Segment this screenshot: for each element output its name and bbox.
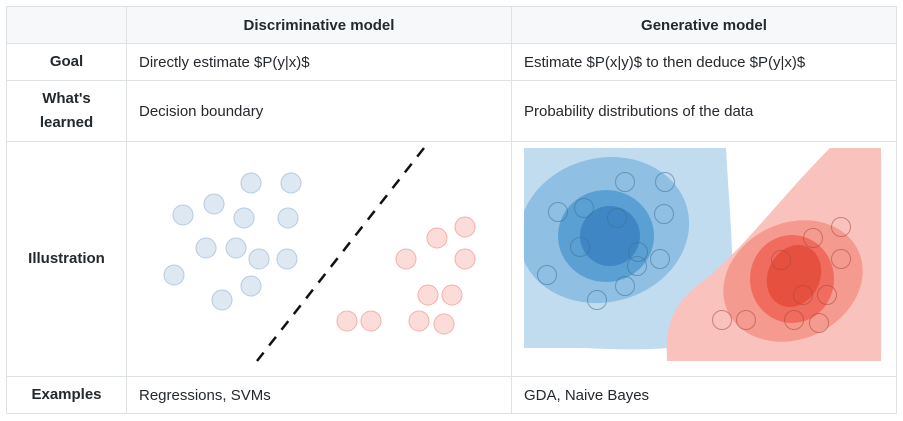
blue-point: [574, 198, 594, 218]
header-generative: Generative model: [511, 6, 897, 44]
goal-label: Goal: [6, 43, 127, 81]
blue-point: [233, 207, 255, 229]
illustration-label: Illustration: [6, 141, 127, 377]
red-point: [395, 248, 417, 270]
blue-point: [172, 204, 194, 226]
red-point: [736, 310, 756, 330]
blue-point: [163, 264, 185, 286]
blue-point: [627, 256, 647, 276]
red-point: [809, 313, 829, 333]
red-point: [441, 284, 463, 306]
header-corner: [6, 6, 127, 44]
red-point: [831, 217, 851, 237]
red-contour-4: [766, 244, 822, 308]
examples-label: Examples: [6, 376, 127, 414]
red-point: [831, 249, 851, 269]
goal-generative: Estimate $P(x|y)$ to then deduce $P(y|x)…: [511, 43, 897, 81]
decision-boundary: [256, 147, 425, 362]
comparison-table: Discriminative model Generative model Go…: [6, 6, 897, 414]
blue-point: [248, 248, 270, 270]
red-point: [454, 216, 476, 238]
examples-row: Examples Regressions, SVMs GDA, Naive Ba…: [6, 376, 897, 414]
blue-point: [195, 237, 217, 259]
goal-discriminative: Directly estimate $P(y|x)$: [126, 43, 512, 81]
blue-point: [587, 290, 607, 310]
red-point: [803, 228, 823, 248]
blue-point: [615, 172, 635, 192]
red-point: [426, 227, 448, 249]
generative-illustration: [511, 141, 897, 377]
blue-point: [225, 237, 247, 259]
red-point: [784, 310, 804, 330]
blue-point: [537, 265, 557, 285]
blue-point: [276, 248, 298, 270]
discriminative-plot: [163, 147, 476, 362]
discriminative-illustration: [126, 141, 512, 377]
blue-contour-4: [580, 206, 640, 266]
blue-point: [548, 202, 568, 222]
blue-point: [654, 204, 674, 224]
blue-point: [628, 242, 648, 262]
red-point: [336, 310, 358, 332]
blue-point: [615, 276, 635, 296]
red-point: [793, 285, 813, 305]
red-point: [408, 310, 430, 332]
red-point: [454, 248, 476, 270]
examples-generative: GDA, Naive Bayes: [511, 376, 897, 414]
blue-point: [277, 207, 299, 229]
learned-row: What's learned Decision boundary Probabi…: [6, 80, 897, 142]
header-row: Discriminative model Generative model: [6, 6, 897, 44]
goal-row: Goal Directly estimate $P(y|x)$ Estimate…: [6, 43, 897, 81]
learned-generative: Probability distributions of the data: [511, 80, 897, 142]
blue-point: [280, 172, 302, 194]
red-point: [817, 285, 837, 305]
learned-label-line1: What's: [42, 90, 91, 107]
learned-label-line2: learned: [39, 114, 94, 131]
blue-point: [203, 193, 225, 215]
blue-point: [655, 172, 675, 192]
header-discriminative: Discriminative model: [126, 6, 512, 44]
learned-label: What's learned: [6, 80, 127, 142]
blue-point: [240, 172, 262, 194]
generative-plot: [524, 148, 881, 361]
red-point: [360, 310, 382, 332]
red-point: [712, 310, 732, 330]
blue-point: [570, 237, 590, 257]
red-point: [433, 313, 455, 335]
blue-point: [211, 289, 233, 311]
blue-point: [650, 249, 670, 269]
learned-discriminative: Decision boundary: [126, 80, 512, 142]
illustration-row: Illustration: [6, 141, 897, 377]
red-point: [771, 250, 791, 270]
blue-point: [240, 275, 262, 297]
red-point: [417, 284, 439, 306]
blue-point: [607, 208, 627, 228]
examples-discriminative: Regressions, SVMs: [126, 376, 512, 414]
